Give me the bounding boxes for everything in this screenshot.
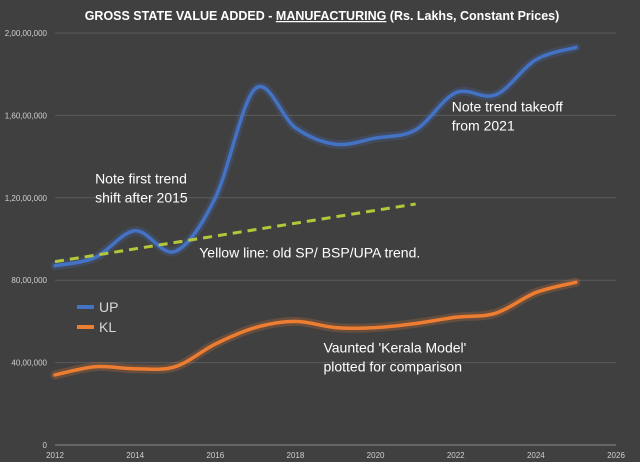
grid-lines [55, 32, 616, 446]
chart-title: GROSS STATE VALUE ADDED - MANUFACTURING … [85, 9, 560, 23]
series-line-glow-up [50, 42, 581, 271]
trend-line [54, 202, 416, 264]
x-tick-label: 2012 [46, 451, 64, 460]
x-tick-label: 2016 [206, 451, 224, 460]
annotation-line: plotted for comparison [323, 358, 462, 374]
chart-title-prefix: GROSS STATE VALUE ADDED - [85, 9, 276, 23]
annotation-text: Note trend takeoff from 2021 [452, 98, 563, 133]
x-tick-label: 2022 [447, 451, 465, 460]
legend-label-up: UP [99, 299, 118, 315]
annotations: Note first trend shift after 2015 Yellow l… [95, 98, 563, 374]
x-axis-ticks: 2012 2014 2016 2018 2020 2022 2024 2026 [46, 451, 625, 460]
chart-title-suffix: (Rs. Lakhs, Constant Prices) [386, 9, 559, 23]
x-tick-label: 2024 [527, 451, 545, 460]
y-tick-label: 1,20,00,000 [5, 194, 48, 203]
x-tick-label: 2014 [126, 451, 144, 460]
y-tick-label: 80,00,000 [11, 276, 47, 285]
series-line-up [53, 45, 578, 268]
y-tick-label: 1,60,00,000 [5, 111, 48, 120]
annotation-line: Note first trend [95, 170, 187, 186]
annotation-line: Yellow line: old SP/ BSP/UPA trend. [199, 245, 420, 261]
annotation-line: Vaunted 'Kerala Model' [323, 339, 466, 355]
series-line-kl [53, 280, 578, 377]
y-tick-label: 40,00,000 [11, 359, 47, 368]
series-line-glow-kl [50, 277, 581, 380]
annotation-text: Note first trend shift after 2015 [95, 170, 188, 205]
legend: UP KL [77, 299, 118, 335]
annotation-line: Note trend takeoff [452, 98, 563, 114]
annotation-text: Vaunted 'Kerala Model' plotted for compar… [323, 339, 466, 374]
y-tick-label: 2,00,00,000 [5, 29, 48, 38]
legend-label-kl: KL [99, 319, 116, 335]
annotation-line: shift after 2015 [95, 189, 188, 205]
x-tick-label: 2026 [607, 451, 625, 460]
x-tick-label: 2020 [367, 451, 385, 460]
y-axis-ticks: 0 40,00,000 80,00,000 1,20,00,000 1,60,00,00… [5, 29, 48, 450]
series-lines [50, 42, 581, 380]
annotation-line: from 2021 [452, 117, 515, 133]
y-tick-label: 0 [43, 441, 48, 450]
x-tick-label: 2018 [287, 451, 305, 460]
chart-title-emphasis: MANUFACTURING [276, 9, 386, 23]
annotation-text: Yellow line: old SP/ BSP/UPA trend. [199, 245, 420, 261]
